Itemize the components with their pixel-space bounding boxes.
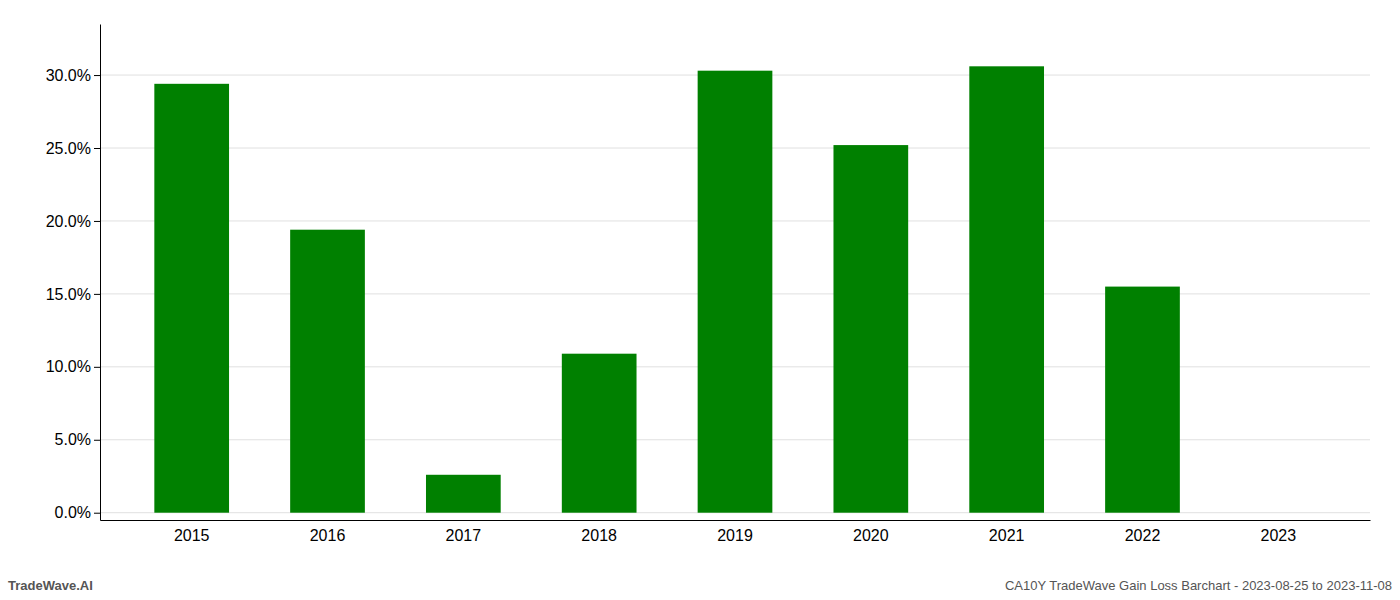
footer-right: CA10Y TradeWave Gain Loss Barchart - 202… [1005, 578, 1392, 593]
x-tick: 2021 [989, 520, 1025, 544]
y-tick-mark [94, 367, 100, 368]
bar [833, 145, 908, 513]
y-tick-label: 20.0% [46, 213, 91, 230]
y-tick-label: 0.0% [55, 504, 91, 521]
y-tick-mark [94, 294, 100, 295]
x-tick-label: 2022 [1125, 527, 1161, 544]
bar [562, 354, 637, 513]
plot: 0.0%5.0%10.0%15.0%20.0%25.0%30.0%2015201… [46, 25, 1371, 545]
y-tick: 0.0% [55, 504, 100, 521]
bar [698, 71, 773, 513]
y-tick-mark [94, 513, 100, 514]
x-tick-label: 2020 [853, 527, 889, 544]
x-tick-label: 2019 [717, 527, 753, 544]
y-tick-label: 25.0% [46, 140, 91, 157]
x-tick: 2017 [446, 520, 482, 544]
y-tick-label: 15.0% [46, 286, 91, 303]
y-tick-mark [94, 75, 100, 76]
x-tick-label: 2023 [1261, 527, 1297, 544]
x-tick-label: 2016 [310, 527, 346, 544]
y-tick: 10.0% [46, 358, 100, 375]
bar [969, 66, 1044, 512]
x-tick-label: 2017 [446, 527, 482, 544]
y-tick-label: 30.0% [46, 67, 91, 84]
y-tick-mark [94, 148, 100, 149]
y-tick: 30.0% [46, 67, 100, 84]
bar [1241, 512, 1316, 513]
y-tick: 25.0% [46, 140, 100, 157]
bar [426, 475, 501, 513]
footer-left: TradeWave.AI [8, 578, 93, 593]
y-axis-line [100, 25, 101, 521]
y-tick: 15.0% [46, 286, 100, 303]
chart-svg: 0.0%5.0%10.0%15.0%20.0%25.0%30.0%2015201… [0, 0, 1400, 600]
bar [154, 84, 229, 513]
y-tick-label: 10.0% [46, 358, 91, 375]
x-tick: 2018 [581, 520, 617, 544]
y-tick: 20.0% [46, 213, 100, 230]
y-tick-label: 5.0% [55, 431, 91, 448]
y-tick-mark [94, 221, 100, 222]
bars [154, 66, 1180, 512]
x-tick-label: 2018 [581, 527, 617, 544]
x-tick: 2020 [853, 520, 889, 544]
x-tick: 2019 [717, 520, 753, 544]
y-axis: 0.0% 5.0% 10.0% 15.0% 20.0% 25.0% 30.0% [46, 25, 101, 522]
x-tick: 2016 [310, 520, 346, 544]
bar [290, 230, 365, 513]
x-axis: 2015 2016 2017 2018 2019 2020 2021 2022 2023 [101, 520, 1371, 544]
x-tick: 2022 [1125, 520, 1161, 544]
bar [1105, 287, 1180, 513]
y-tick-mark [94, 440, 100, 441]
x-tick: 2015 [174, 520, 210, 544]
y-tick: 5.0% [55, 431, 100, 448]
x-tick: 2023 [1261, 520, 1297, 544]
x-axis-line [101, 520, 1371, 521]
x-tick-label: 2021 [989, 527, 1025, 544]
x-tick-label: 2015 [174, 527, 210, 544]
